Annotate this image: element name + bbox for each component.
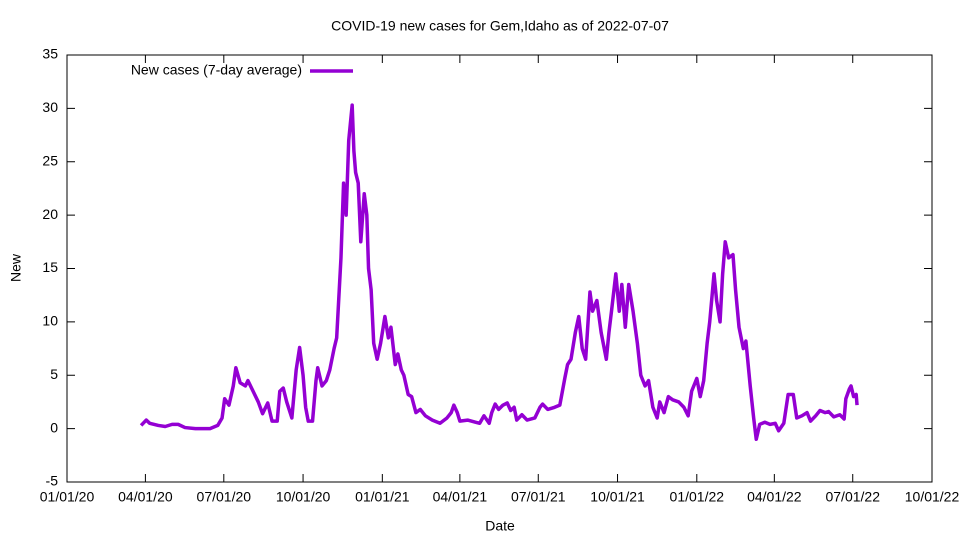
y-tick-label: 25 bbox=[42, 152, 58, 168]
series-line bbox=[139, 103, 859, 442]
x-tick-label: 01/01/20 bbox=[40, 489, 95, 505]
y-tick-label: 20 bbox=[42, 206, 58, 222]
legend-label: New cases (7-day average) bbox=[131, 62, 302, 78]
x-tick-label: 01/01/22 bbox=[670, 489, 725, 505]
x-axis-label: Date bbox=[485, 518, 515, 534]
x-tick-label: 10/01/22 bbox=[905, 489, 960, 505]
y-tick-label: 10 bbox=[42, 313, 58, 329]
y-tick-label: 15 bbox=[42, 259, 58, 275]
x-tick-label: 07/01/22 bbox=[825, 489, 880, 505]
y-tick-label: 5 bbox=[50, 366, 58, 382]
x-tick-label: 01/01/21 bbox=[355, 489, 410, 505]
x-tick-label: 10/01/20 bbox=[276, 489, 331, 505]
x-tick-label: 04/01/20 bbox=[118, 489, 173, 505]
x-tick-label: 10/01/21 bbox=[590, 489, 645, 505]
x-tick-label: 04/01/22 bbox=[747, 489, 802, 505]
x-tick-label: 04/01/21 bbox=[433, 489, 488, 505]
y-tick-label: 35 bbox=[42, 46, 58, 62]
y-tick-label: 30 bbox=[42, 99, 58, 115]
y-axis-label: New bbox=[8, 253, 24, 282]
chart-title: COVID-19 new cases for Gem,Idaho as of 2… bbox=[331, 18, 669, 34]
x-tick-label: 07/01/21 bbox=[511, 489, 566, 505]
x-tick-label: 07/01/20 bbox=[197, 489, 252, 505]
y-tick-label: 0 bbox=[50, 419, 58, 435]
y-tick-label: -5 bbox=[46, 473, 59, 489]
